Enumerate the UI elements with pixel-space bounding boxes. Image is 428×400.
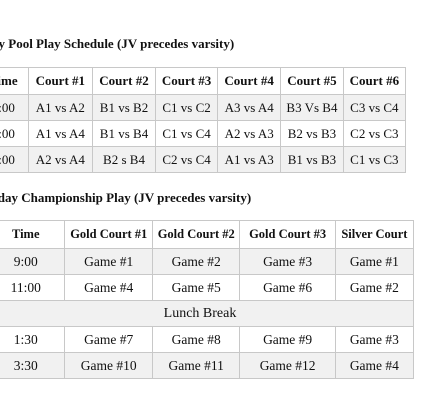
game-cell: Game #8 bbox=[151, 326, 241, 353]
table-row: 3:30 Game #10 Game #11 Game #12 Game #4 bbox=[0, 352, 415, 379]
table-row: 8:00 A1 vs A2 B1 vs B2 C1 vs C2 A3 vs A4… bbox=[0, 94, 407, 121]
game-cell: Game #1 bbox=[334, 248, 415, 275]
column-header-court-3: Court #3 bbox=[154, 67, 219, 95]
column-header-time: Time bbox=[0, 220, 66, 249]
match-cell: C2 vs C4 bbox=[154, 146, 219, 173]
game-cell: Game #11 bbox=[151, 352, 241, 379]
column-header-court-2: Court #2 bbox=[92, 67, 156, 95]
game-cell: Game #4 bbox=[64, 274, 153, 301]
game-cell: Game #1 bbox=[64, 248, 153, 275]
table-row: 7:00 A2 vs A4 B2 s B4 C2 vs C4 A1 vs A3 … bbox=[0, 146, 407, 173]
time-cell: 5:00 bbox=[0, 120, 29, 147]
time-cell: 11:00 bbox=[0, 274, 66, 301]
game-cell: Game #3 bbox=[239, 248, 336, 275]
game-cell: Game #9 bbox=[239, 326, 336, 353]
match-cell: B2 vs B3 bbox=[280, 120, 344, 147]
lunch-break-label: Lunch Break bbox=[0, 300, 414, 327]
match-cell: A2 vs A4 bbox=[27, 146, 94, 173]
match-cell: B1 vs B4 bbox=[92, 120, 156, 147]
game-cell: Game #10 bbox=[64, 352, 153, 379]
championship-play-table: Time Gold Court #1 Gold Court #2 Gold Co… bbox=[0, 220, 415, 379]
column-header-gold-court-3: Gold Court #3 bbox=[239, 220, 336, 249]
game-cell: Game #2 bbox=[151, 248, 241, 275]
match-cell: B1 vs B3 bbox=[280, 146, 344, 173]
column-header-court-4: Court #4 bbox=[217, 67, 282, 95]
column-header-gold-court-1: Gold Court #1 bbox=[64, 220, 153, 249]
game-cell: Game #2 bbox=[334, 274, 415, 301]
championship-play-title: rday Championship Play (JV precedes vars… bbox=[0, 190, 252, 205]
time-cell: 7:00 bbox=[0, 146, 29, 173]
match-cell: C3 vs C4 bbox=[342, 94, 407, 121]
match-cell: A1 vs A4 bbox=[27, 120, 94, 147]
time-cell: 8:00 bbox=[0, 94, 29, 121]
game-cell: Game #12 bbox=[239, 352, 336, 379]
game-cell: Game #3 bbox=[334, 326, 415, 353]
table-header-row: Time Gold Court #1 Gold Court #2 Gold Co… bbox=[0, 220, 415, 249]
match-cell: A1 vs A3 bbox=[217, 146, 282, 173]
time-cell: 1:30 bbox=[0, 326, 66, 353]
match-cell: A1 vs A2 bbox=[27, 94, 94, 121]
column-header-court-5: Court #5 bbox=[280, 67, 344, 95]
game-cell: Game #4 bbox=[334, 352, 415, 379]
column-header-gold-court-2: Gold Court #2 bbox=[151, 220, 241, 249]
lunch-break-row: Lunch Break bbox=[0, 300, 414, 327]
match-cell: A2 vs A3 bbox=[217, 120, 282, 147]
match-cell: B2 s B4 bbox=[92, 146, 156, 173]
column-header-time: Time bbox=[0, 67, 29, 95]
time-cell: 9:00 bbox=[0, 248, 66, 275]
match-cell: A3 vs A4 bbox=[217, 94, 282, 121]
time-cell: 3:30 bbox=[0, 352, 66, 379]
game-cell: Game #7 bbox=[64, 326, 153, 353]
table-header-row: Time Court #1 Court #2 Court #3 Court #4… bbox=[0, 67, 407, 95]
match-cell: B3 Vs B4 bbox=[280, 94, 344, 121]
pool-play-table: Time Court #1 Court #2 Court #3 Court #4… bbox=[0, 67, 407, 173]
game-cell: Game #6 bbox=[239, 274, 336, 301]
table-row: 9:00 Game #1 Game #2 Game #3 Game #1 bbox=[0, 248, 415, 275]
match-cell: C1 vs C2 bbox=[154, 94, 219, 121]
match-cell: C2 vs C3 bbox=[342, 120, 407, 147]
table-row: 5:00 A1 vs A4 B1 vs B4 C1 vs C4 A2 vs A3… bbox=[0, 120, 407, 147]
column-header-court-1: Court #1 bbox=[27, 67, 94, 95]
column-header-court-6: Court #6 bbox=[342, 67, 407, 95]
match-cell: B1 vs B2 bbox=[92, 94, 156, 121]
match-cell: C1 vs C3 bbox=[342, 146, 407, 173]
game-cell: Game #5 bbox=[151, 274, 241, 301]
table-row: 11:00 Game #4 Game #5 Game #6 Game #2 bbox=[0, 274, 415, 301]
table-row: 1:30 Game #7 Game #8 Game #9 Game #3 bbox=[0, 326, 415, 353]
match-cell: C1 vs C4 bbox=[154, 120, 219, 147]
column-header-silver-court: Silver Court bbox=[334, 220, 415, 249]
pool-play-title: ay Pool Play Schedule (JV precedes varsi… bbox=[0, 36, 235, 51]
